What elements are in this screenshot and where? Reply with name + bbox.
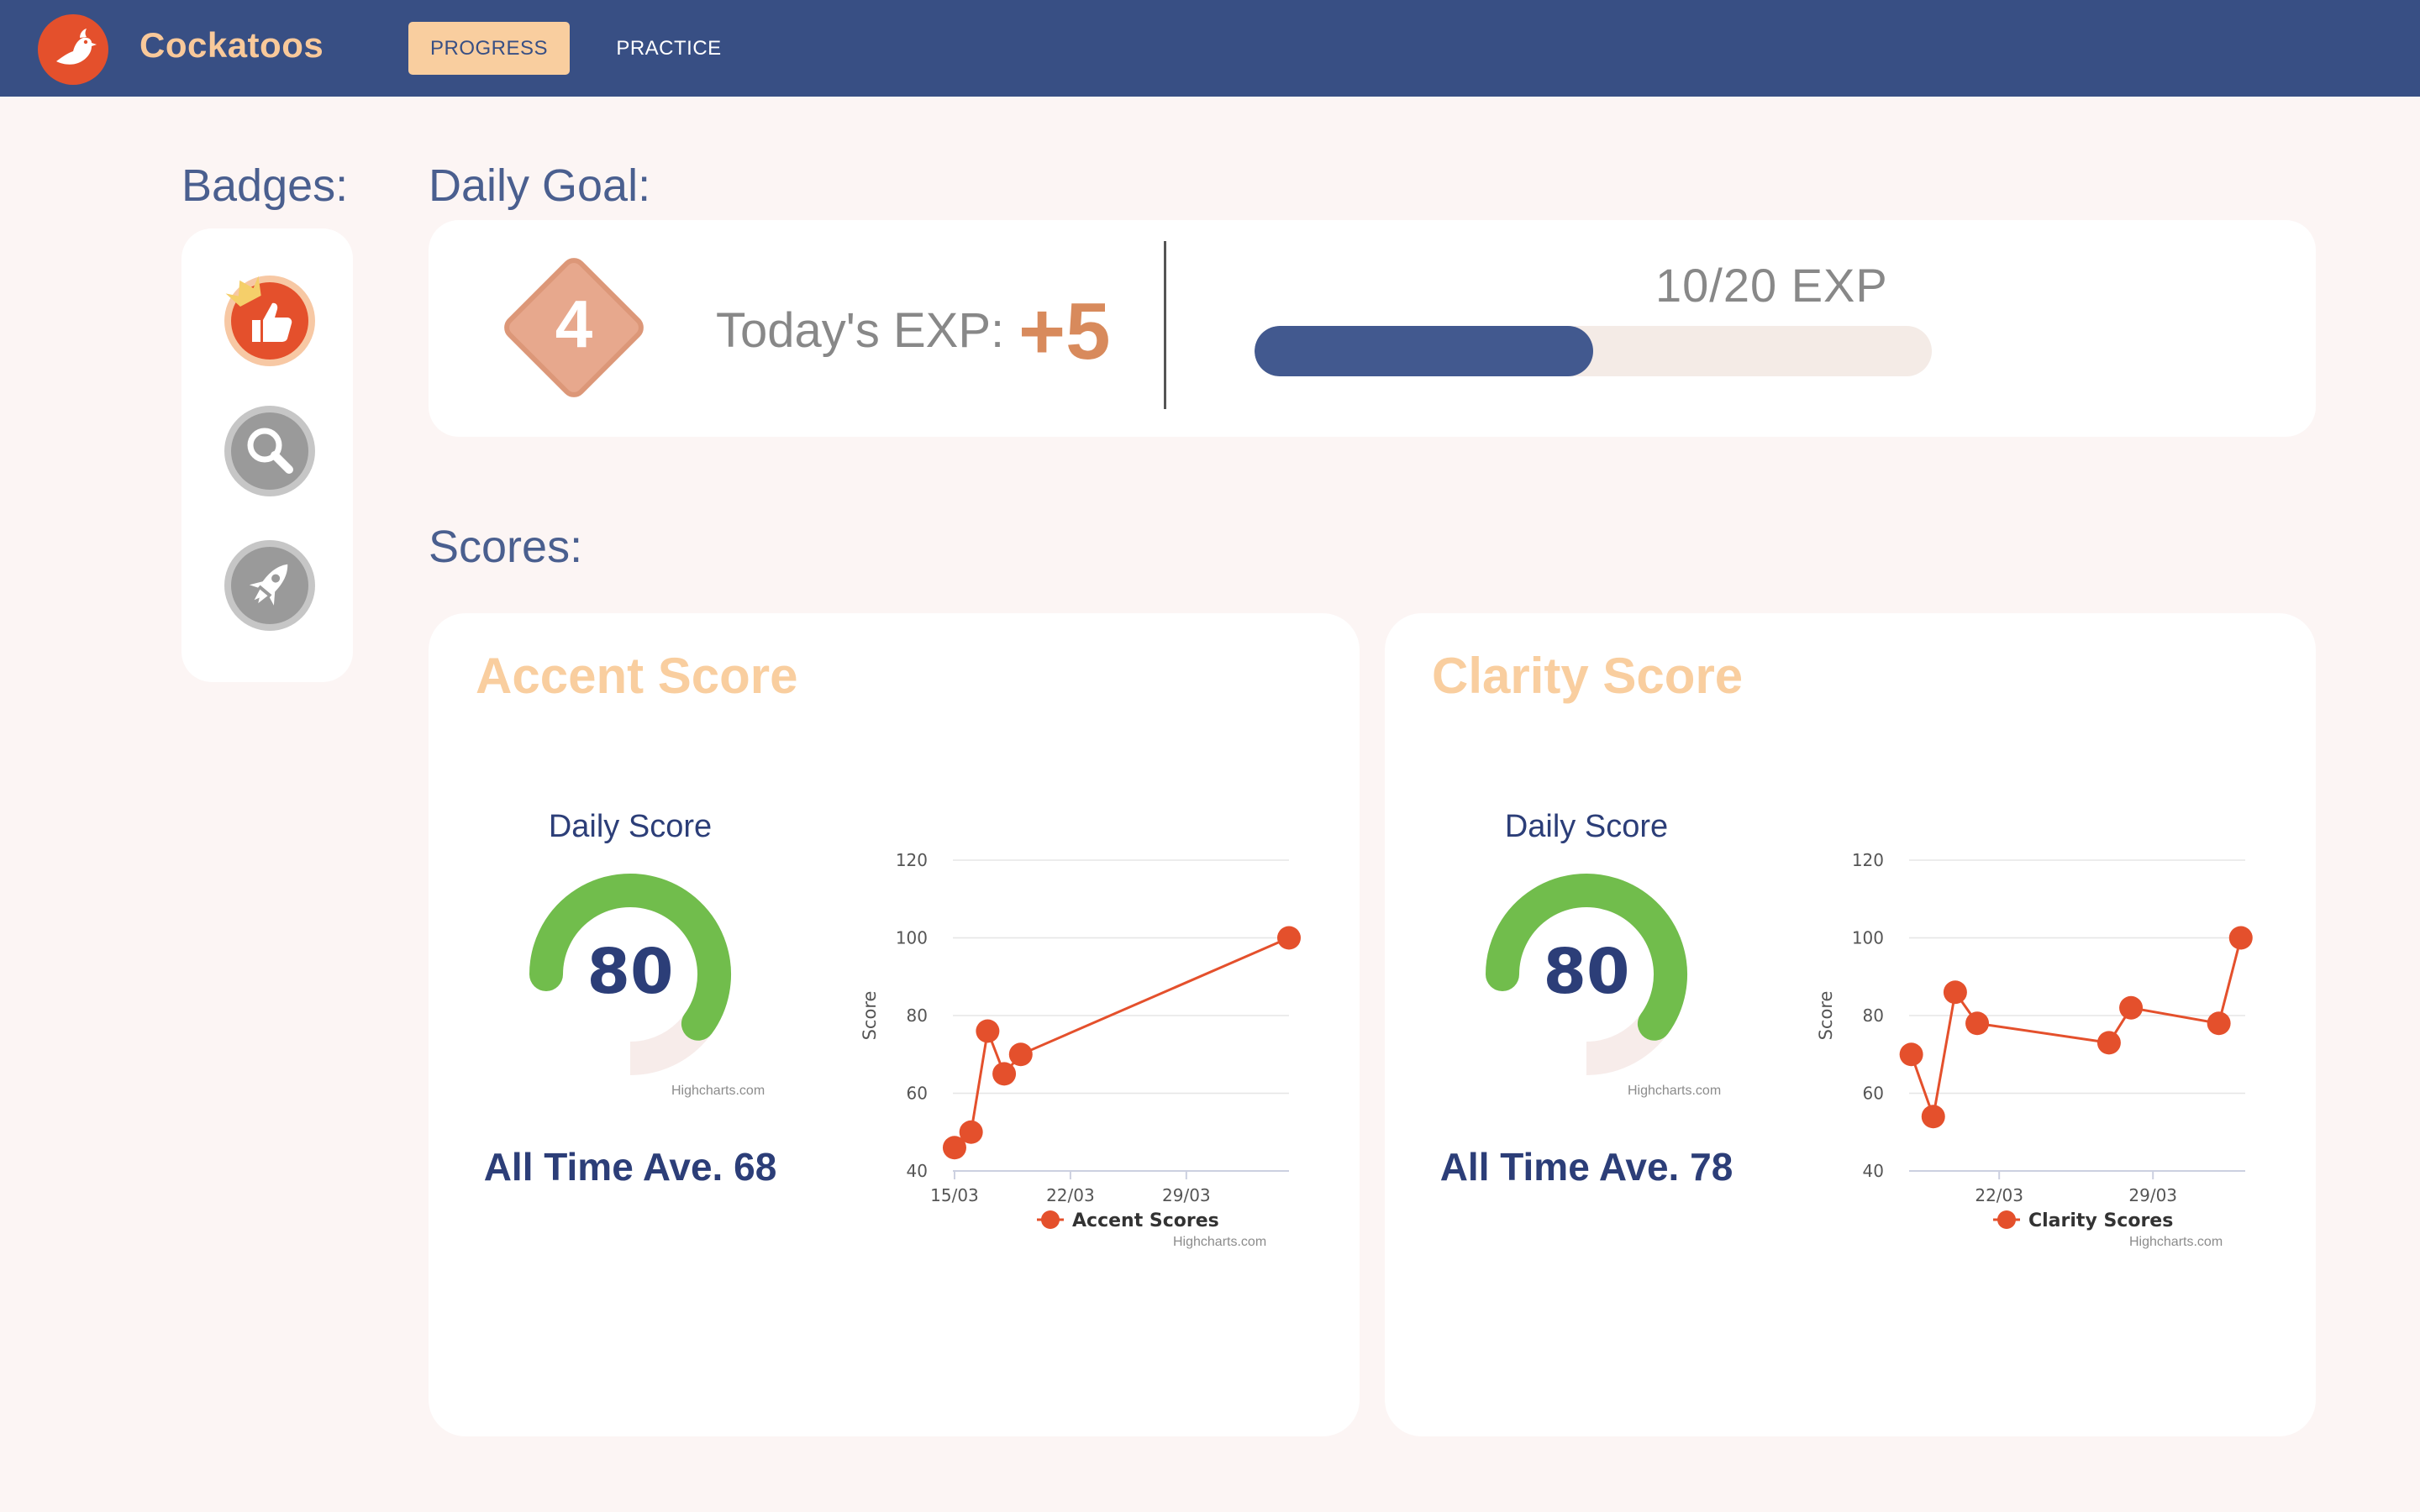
accent-all-time-average: All Time Ave. 68: [483, 1145, 777, 1189]
data-point: [2228, 926, 2253, 950]
legend-label: Clarity Scores: [2028, 1210, 2173, 1231]
y-tick-label: 80: [907, 1005, 928, 1026]
y-tick-label: 60: [1863, 1084, 1884, 1104]
exp-progress-fill: [1255, 326, 1593, 376]
clarity-score-title: Clarity Score: [1432, 648, 1744, 704]
legend-marker: [1997, 1210, 2016, 1229]
data-point: [1277, 926, 1301, 950]
data-point: [959, 1120, 983, 1144]
legend-label: Accent Scores: [1072, 1210, 1219, 1231]
accent-chart-credit[interactable]: Highcharts.com: [1173, 1235, 1267, 1249]
x-tick-label: 29/03: [1162, 1185, 1211, 1205]
series-line: [1910, 937, 2243, 1122]
accent-score-card: Accent Score Daily Score 80 Highcharts.c…: [429, 613, 1360, 1436]
app-name: Cockatoos: [139, 25, 324, 65]
magnifier-icon: [247, 428, 293, 474]
exp-progress-bar: [1255, 326, 1932, 376]
y-tick-label: 100: [896, 928, 928, 948]
data-point: [1965, 1011, 1990, 1036]
exp-progress-text: 10/20 EXP: [1655, 259, 1888, 312]
y-tick-label: 40: [1863, 1161, 1884, 1181]
data-point: [1921, 1105, 1945, 1129]
x-tick-label: 29/03: [2128, 1185, 2177, 1205]
data-point: [942, 1136, 966, 1160]
data-point: [1899, 1042, 1923, 1067]
gauge-fill: [1486, 874, 1687, 1041]
tab-practice[interactable]: PRACTICE: [616, 36, 722, 60]
top-navigation-bar: Cockatoos PROGRESS PRACTICE: [0, 0, 2420, 97]
clarity-chart-credit[interactable]: Highcharts.com: [2129, 1235, 2223, 1249]
badge-magnifier[interactable]: [224, 405, 316, 497]
badges-title: Badges:: [182, 160, 349, 211]
accent-score-title: Accent Score: [476, 648, 798, 704]
x-tick-label: 22/03: [1046, 1185, 1095, 1205]
accent-gauge-credit[interactable]: Highcharts.com: [671, 1084, 765, 1098]
clarity-daily-score-value: 80: [1544, 936, 1630, 1008]
cockatoo-bird-icon[interactable]: [38, 14, 108, 85]
data-point: [2096, 1031, 2121, 1055]
x-tick-label: 22/03: [1975, 1185, 2023, 1205]
data-point: [1008, 1042, 1033, 1067]
scores-title: Scores:: [429, 522, 583, 572]
data-point: [2119, 995, 2144, 1020]
y-tick-label: 120: [1852, 850, 1884, 870]
data-point: [2207, 1011, 2231, 1036]
y-axis-title: Score: [860, 991, 880, 1041]
clarity-score-card: Clarity Score Daily Score 80 Highcharts.…: [1385, 613, 2316, 1436]
badge-thumbs-up[interactable]: [224, 275, 316, 367]
legend-marker: [1041, 1210, 1060, 1229]
x-tick-label: 15/03: [930, 1185, 979, 1205]
accent-daily-score-value: 80: [587, 936, 674, 1008]
level-diamond-icon: [504, 258, 644, 397]
todays-exp-label: Today's EXP:: [716, 303, 1005, 358]
badges-panel: [182, 228, 353, 682]
y-tick-label: 80: [1863, 1005, 1884, 1026]
clarity-score-line-chart: 40 60 80 100 120 22/03 29/03 Score Clarity Score…: [1816, 850, 2253, 1231]
clarity-daily-score-label: Daily Score: [1504, 809, 1669, 844]
data-point: [976, 1019, 1000, 1043]
gauge-fill: [529, 874, 731, 1041]
badge-rocket[interactable]: [224, 539, 316, 632]
y-axis-title: Score: [1816, 991, 1836, 1041]
accent-daily-score-gauge: 80: [529, 874, 731, 1075]
tab-progress[interactable]: PROGRESS: [408, 22, 570, 75]
accent-score-line-chart: 40 60 80 100 120 15/03 22/03 29/03 Score Accent S…: [860, 850, 1301, 1231]
clarity-gauge-credit[interactable]: Highcharts.com: [1628, 1084, 1722, 1098]
clarity-all-time-average: All Time Ave. 78: [1439, 1145, 1733, 1189]
todays-exp-value: +5: [1018, 286, 1111, 376]
daily-goal-title: Daily Goal:: [429, 160, 651, 211]
series-line: [953, 937, 1290, 1149]
divider: [1164, 241, 1166, 409]
crown-icon: [225, 276, 261, 307]
data-point: [992, 1062, 1017, 1086]
data-point: [1943, 980, 1967, 1005]
y-tick-label: 60: [907, 1084, 928, 1104]
y-tick-label: 120: [896, 850, 928, 870]
clarity-daily-score-gauge: 80: [1486, 874, 1687, 1075]
accent-daily-score-label: Daily Score: [548, 809, 713, 844]
rocket-icon: [249, 564, 288, 606]
y-tick-label: 100: [1852, 928, 1884, 948]
y-tick-label: 40: [907, 1161, 928, 1181]
level-number: 4: [555, 286, 593, 361]
